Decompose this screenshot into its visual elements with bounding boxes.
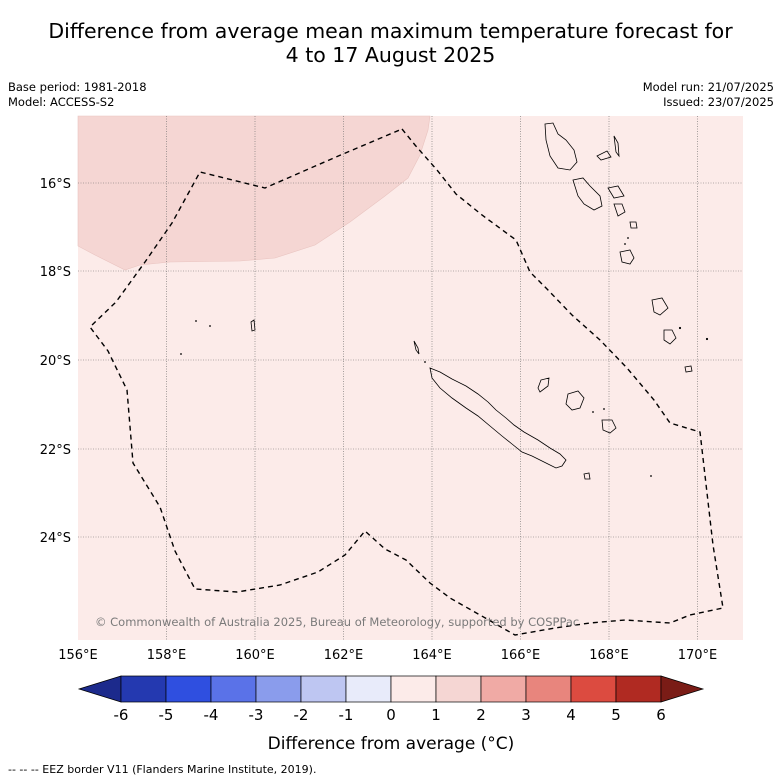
lon-tick-labels: 156°E 158°E 160°E 162°E 164°E 166°E 168°… bbox=[58, 648, 717, 663]
copyright-credit: © Commonwealth of Australia 2025, Bureau… bbox=[95, 615, 579, 629]
pentecost-coast bbox=[607, 185, 625, 199]
colorbar-tick-label: 2 bbox=[476, 706, 486, 724]
lat-tick-label: 16°S bbox=[40, 177, 71, 192]
colorbar-tick-label: -4 bbox=[204, 706, 219, 724]
lifou-coast bbox=[565, 390, 585, 411]
title-line-2: 4 to 17 August 2025 bbox=[285, 43, 496, 67]
colorbar-swatch bbox=[525, 675, 572, 703]
lon-tick-label: 168°E bbox=[589, 648, 629, 663]
metadata-right: Model run: 21/07/2025 Issued: 23/07/2025 bbox=[643, 80, 774, 110]
eez-border bbox=[89, 128, 724, 636]
lon-tick-label: 166°E bbox=[501, 648, 541, 663]
colorbar-tick-label: -5 bbox=[159, 706, 174, 724]
lon-tick-label: 170°E bbox=[678, 648, 718, 663]
colorbar-tick-label: -2 bbox=[294, 706, 309, 724]
colorbar-swatch bbox=[615, 675, 662, 703]
colorbar-tick-label: 0 bbox=[386, 706, 396, 724]
issued-date: Issued: 23/07/2025 bbox=[663, 95, 774, 109]
belep-islands-coast bbox=[413, 340, 420, 355]
colorbar-tick-label: 6 bbox=[656, 706, 666, 724]
tanna-coast bbox=[663, 329, 677, 345]
lat-tick-label: 20°S bbox=[40, 354, 71, 369]
new-caledonia-coast bbox=[429, 367, 567, 469]
lon-tick-label: 162°E bbox=[324, 648, 364, 663]
maewo-coast bbox=[613, 135, 620, 158]
colorbar-tick-label: 5 bbox=[611, 706, 621, 724]
colorbar-swatch bbox=[255, 675, 302, 703]
colorbar-swatch bbox=[120, 675, 167, 703]
epi-coast bbox=[629, 221, 638, 229]
espiritu-santo-coast bbox=[544, 122, 578, 171]
colorbar-swatch bbox=[570, 675, 617, 703]
colorbar-tick-label: 4 bbox=[566, 706, 576, 724]
colorbar-swatch bbox=[210, 675, 257, 703]
colorbar-tick-label: -1 bbox=[339, 706, 354, 724]
eez-border-legend: -- -- -- EEZ border V11 (Flanders Marine… bbox=[8, 763, 317, 776]
lon-tick-label: 164°E bbox=[412, 648, 452, 663]
colorbar-swatch bbox=[480, 675, 527, 703]
colorbar-swatch bbox=[300, 675, 347, 703]
ambrym-coast bbox=[613, 203, 626, 217]
gridlines bbox=[78, 116, 743, 640]
colorbar-swatch bbox=[435, 675, 482, 703]
lat-tick-label: 22°S bbox=[40, 443, 71, 458]
map-area: © Commonwealth of Australia 2025, Bureau… bbox=[77, 115, 743, 640]
malo-coast bbox=[596, 150, 612, 161]
metadata-left: Base period: 1981-2018 Model: ACCESS-S2 bbox=[8, 80, 147, 110]
lon-tick-label: 156°E bbox=[58, 648, 98, 663]
lon-tick-label: 158°E bbox=[147, 648, 187, 663]
colorbar-tick-label: 1 bbox=[431, 706, 441, 724]
chart-title: Difference from average mean maximum tem… bbox=[0, 19, 781, 67]
colorbar-label: Difference from average (°C) bbox=[268, 734, 515, 754]
colorbar-tick-label: 3 bbox=[521, 706, 531, 724]
efate-coast bbox=[619, 249, 635, 265]
base-period: Base period: 1981-2018 bbox=[8, 80, 147, 94]
chesterfield-reef-coast bbox=[250, 319, 256, 332]
erromango-coast bbox=[651, 297, 669, 316]
isle-of-pines-coast bbox=[583, 472, 591, 480]
lon-tick-label: 160°E bbox=[235, 648, 275, 663]
colorbar-extend-high bbox=[660, 675, 705, 703]
lat-tick-label: 18°S bbox=[40, 265, 71, 280]
colorbar-extend-low bbox=[77, 675, 122, 703]
aneityum-coast bbox=[684, 365, 693, 373]
colorbar-tick-label: -3 bbox=[249, 706, 264, 724]
small-islets bbox=[180, 237, 709, 477]
coastlines bbox=[250, 122, 693, 480]
lat-tick-label: 24°S bbox=[40, 531, 71, 546]
ouvea-coast bbox=[537, 377, 550, 393]
lat-tick-labels: 16°S 18°S 20°S 22°S 24°S bbox=[40, 177, 71, 546]
model-name: Model: ACCESS-S2 bbox=[8, 95, 115, 109]
model-run: Model run: 21/07/2025 bbox=[642, 80, 774, 94]
mare-coast bbox=[601, 419, 617, 434]
colorbar: -6 -5 -4 -3 -2 -1 0 1 2 3 4 5 6 Differen… bbox=[77, 675, 705, 754]
colorbar-tick-label: -6 bbox=[114, 706, 129, 724]
malakula-coast bbox=[572, 177, 603, 211]
colorbar-swatch bbox=[390, 675, 437, 703]
colorbar-swatch bbox=[165, 675, 212, 703]
title-line-1: Difference from average mean maximum tem… bbox=[48, 19, 733, 43]
colorbar-swatch bbox=[345, 675, 392, 703]
